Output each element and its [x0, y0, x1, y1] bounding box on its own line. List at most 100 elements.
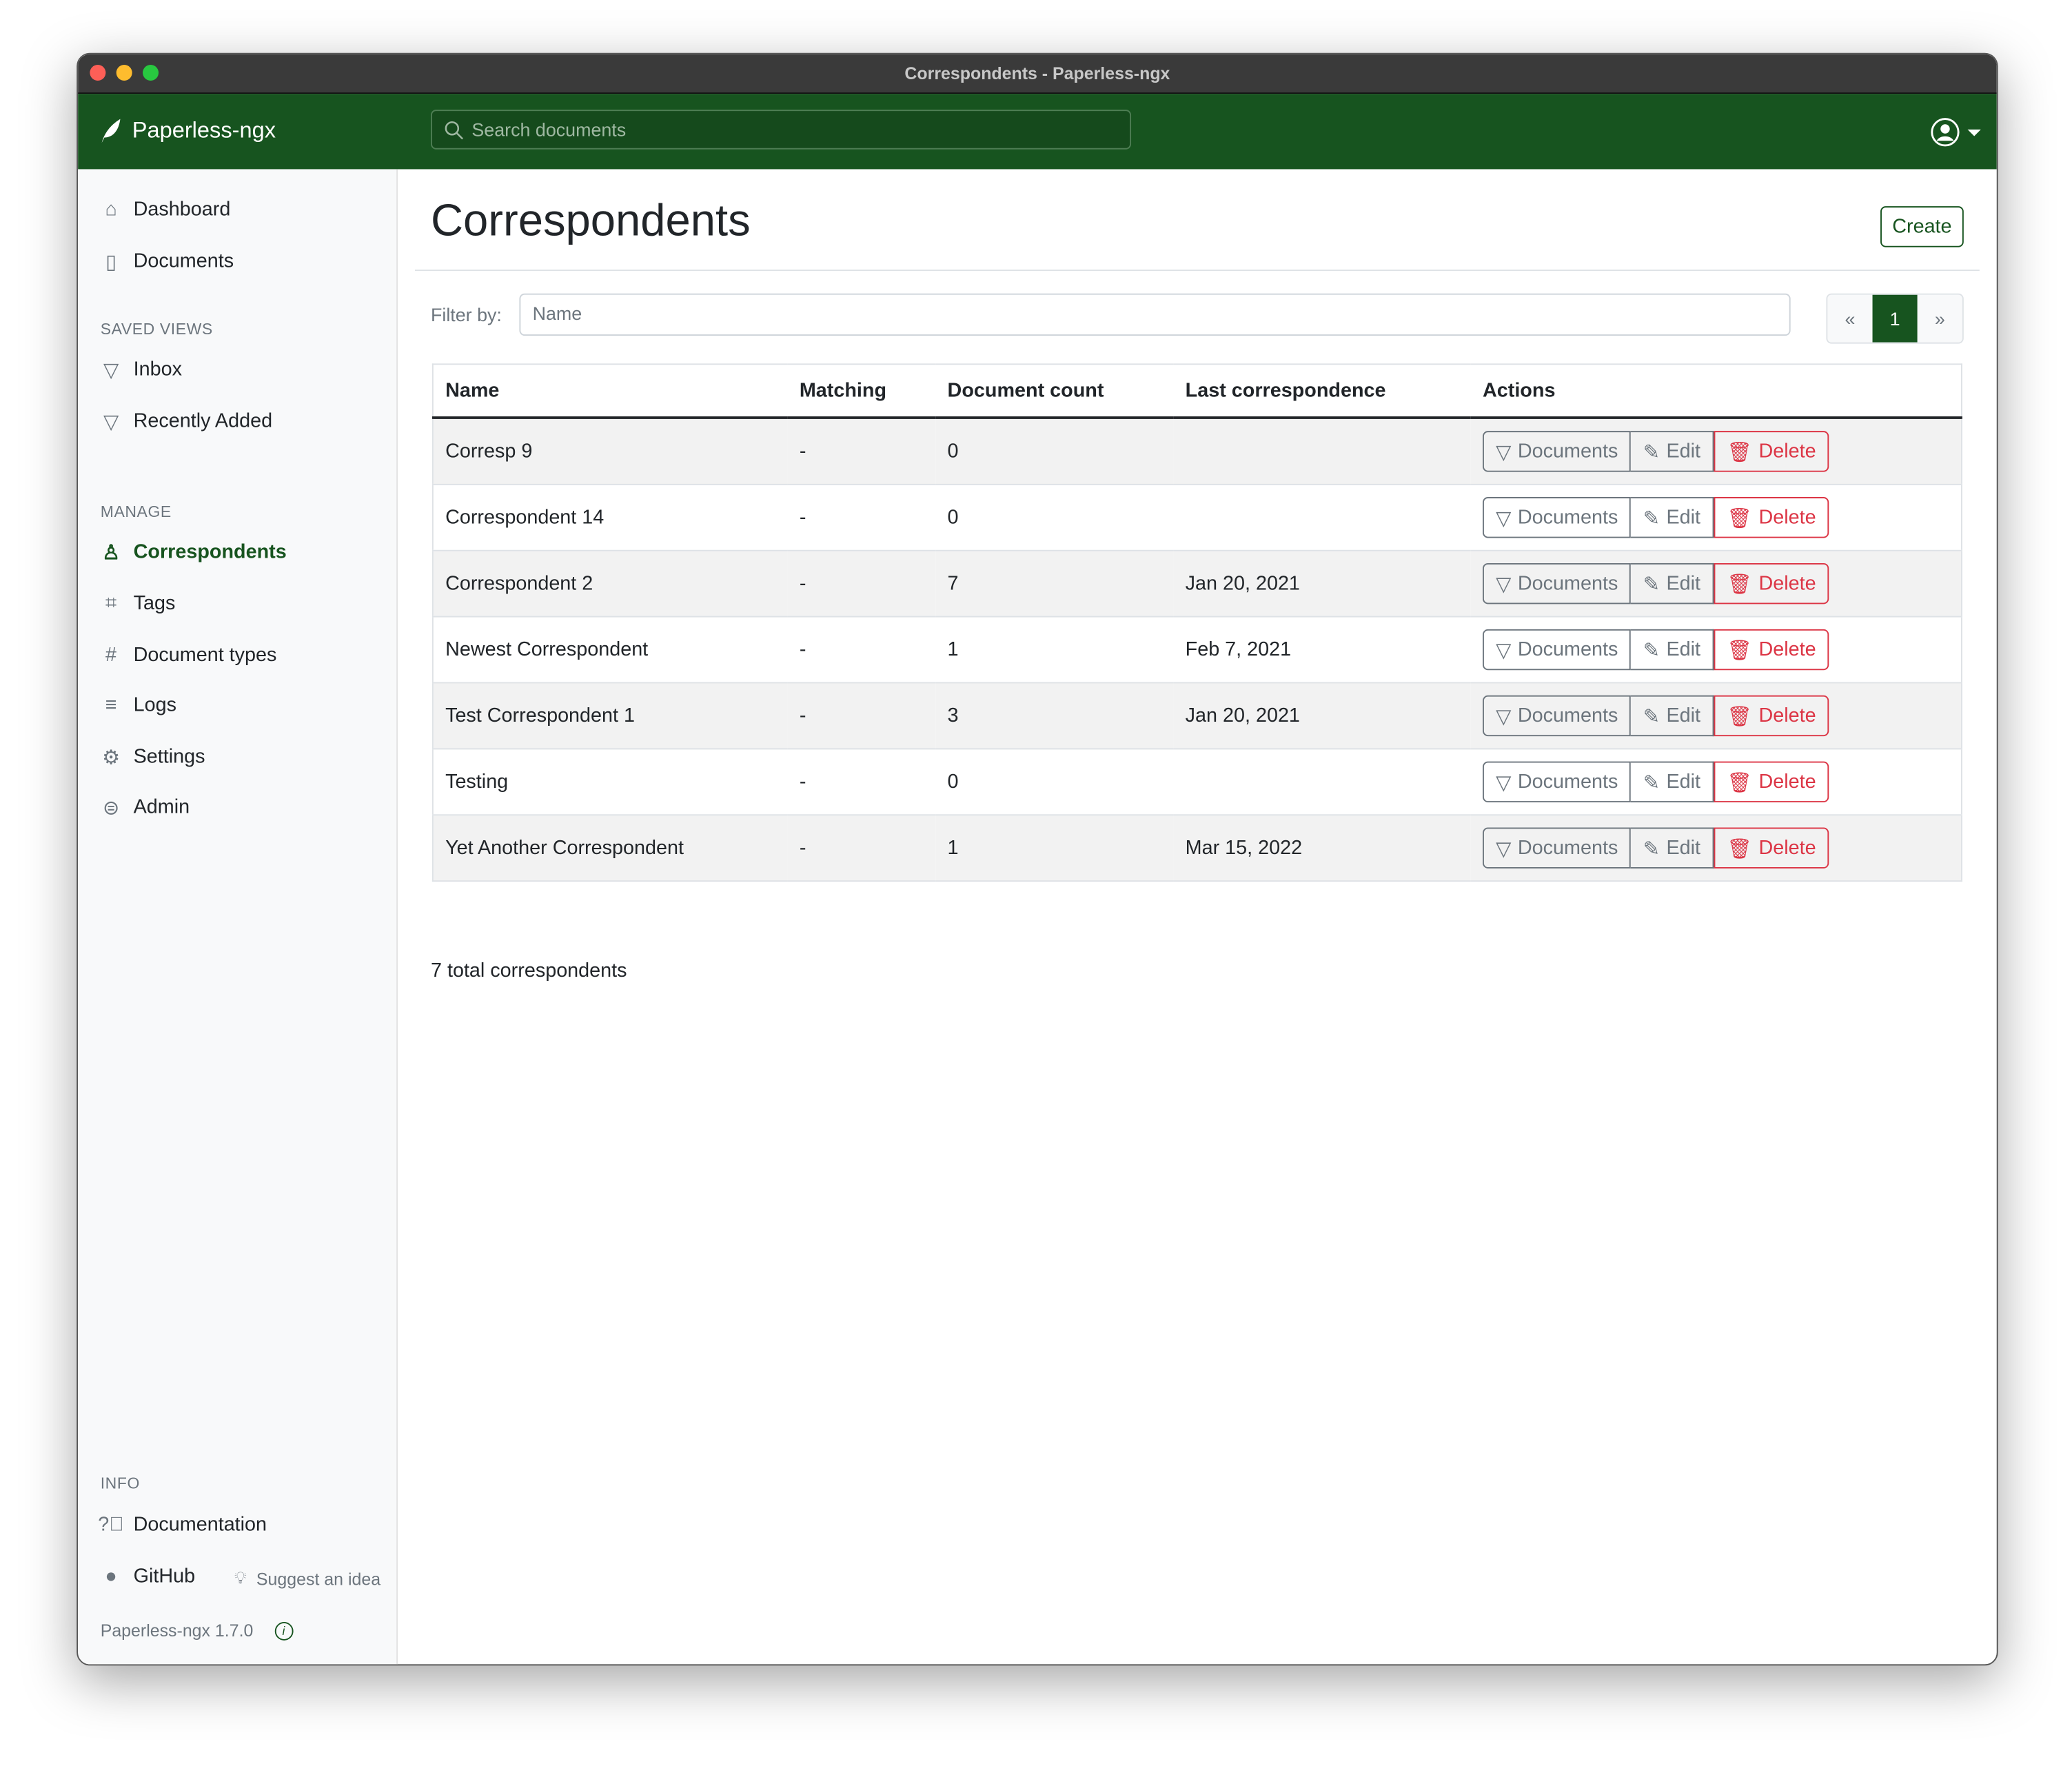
cell-matching: -: [787, 616, 936, 683]
cell-document-count: 0: [935, 417, 1174, 485]
label: Suggest an idea: [256, 1568, 381, 1589]
edit-button[interactable]: ✎ Edit: [1631, 497, 1714, 538]
documents-button[interactable]: ▽ Documents: [1482, 431, 1632, 472]
cell-matching: -: [787, 748, 936, 815]
label: Delete: [1758, 572, 1816, 595]
label: Edit: [1666, 440, 1701, 463]
sidebar-item-settings[interactable]: ⚙ Settings: [101, 746, 205, 769]
action-button-group: ▽ Documents ✎ Edit 🗑︎ Delete: [1482, 761, 1829, 803]
funnel-icon: ▽: [103, 410, 119, 434]
previous-page-button[interactable]: «: [1827, 294, 1873, 343]
suggest-idea-link[interactable]: 💡︎ Suggest an idea: [230, 1567, 380, 1589]
lightbulb-icon: 💡︎: [234, 1567, 247, 1588]
minimize-window-button[interactable]: [116, 64, 132, 81]
filter-label: Filter by:: [430, 304, 502, 325]
edit-button[interactable]: ✎ Edit: [1631, 761, 1714, 803]
documents-button[interactable]: ▽ Documents: [1482, 695, 1632, 737]
create-button[interactable]: Create: [1880, 206, 1964, 247]
label: Documents: [1517, 572, 1618, 595]
tags-icon: ⌗: [105, 592, 117, 615]
label: Dashboard: [133, 198, 231, 221]
text-left-icon: ≡: [105, 693, 117, 717]
column-header-last-correspondence[interactable]: Last correspondence: [1173, 364, 1471, 419]
documents-button[interactable]: ▽ Documents: [1482, 562, 1632, 605]
edit-button[interactable]: ✎ Edit: [1631, 562, 1714, 605]
sidebar-item-documents[interactable]: ▯ Documents: [101, 250, 234, 274]
table-row: Test Correspondent 1 - 3 Jan 20, 2021 ▽ D…: [432, 682, 1962, 749]
edit-button[interactable]: ✎ Edit: [1631, 827, 1714, 869]
label: Documents: [1517, 771, 1618, 793]
documents-button[interactable]: ▽ Documents: [1482, 761, 1632, 803]
delete-button[interactable]: 🗑︎ Delete: [1714, 827, 1829, 869]
documents-button[interactable]: ▽ Documents: [1482, 497, 1632, 538]
delete-button[interactable]: 🗑︎ Delete: [1714, 695, 1829, 737]
page-1-button[interactable]: 1: [1872, 294, 1918, 343]
label: Delete: [1758, 440, 1816, 463]
edit-button[interactable]: ✎ Edit: [1631, 629, 1714, 671]
documents-button[interactable]: ▽ Documents: [1482, 629, 1632, 671]
sidebar-item-inbox[interactable]: ▽ Inbox: [101, 358, 182, 382]
documents-button[interactable]: ▽ Documents: [1482, 827, 1632, 869]
sidebar-item-documentation[interactable]: ?⃝ Documentation: [98, 1514, 267, 1536]
delete-button[interactable]: 🗑︎ Delete: [1714, 629, 1829, 671]
action-button-group: ▽ Documents ✎ Edit 🗑︎ Delete: [1482, 497, 1829, 538]
correspondents-table: Name Matching Document count Last corres…: [431, 363, 1962, 882]
sidebar-item-admin[interactable]: ⊜ Admin: [101, 795, 190, 819]
sidebar-item-correspondents[interactable]: ♙ Correspondents: [101, 540, 287, 564]
delete-button[interactable]: 🗑︎ Delete: [1714, 761, 1829, 803]
saved-views-heading: SAVED VIEWS: [100, 320, 213, 338]
cell-document-count: 1: [935, 814, 1174, 882]
sidebar-item-tags[interactable]: ⌗ Tags: [101, 592, 175, 615]
gear-icon: ⚙: [102, 746, 120, 769]
label: Settings: [133, 745, 205, 769]
label: Delete: [1758, 771, 1816, 793]
funnel-icon: ▽: [1496, 573, 1512, 596]
edit-button[interactable]: ✎ Edit: [1631, 431, 1714, 472]
filter-name-input[interactable]: Name: [519, 293, 1791, 336]
pencil-icon: ✎: [1643, 639, 1660, 662]
label: Edit: [1666, 836, 1701, 860]
delete-button[interactable]: 🗑︎ Delete: [1714, 497, 1829, 538]
sidebar-item-logs[interactable]: ≡ Logs: [101, 694, 176, 717]
label: Logs: [133, 693, 176, 717]
sidebar-item-recently-added[interactable]: ▽ Recently Added: [101, 409, 273, 434]
cell-matching: -: [787, 483, 936, 551]
pencil-icon: ✎: [1643, 705, 1660, 728]
house-icon: ⌂: [105, 198, 117, 221]
cell-last-correspondence: Jan 20, 2021: [1173, 549, 1471, 617]
cell-name: Testing: [432, 748, 788, 815]
sidebar: ⌂ Dashboard ▯ Documents SAVED VIEWS ▽ Inbox…: [78, 169, 398, 1665]
app-window: Correspondents - Paperless-ngx Paperless…: [77, 52, 1998, 1666]
column-header-document-count[interactable]: Document count: [935, 364, 1174, 419]
label: Recently Added: [133, 409, 273, 433]
files-icon: ▯: [105, 250, 116, 274]
user-menu-button[interactable]: [1931, 118, 1981, 147]
zoom-window-button[interactable]: [143, 64, 159, 81]
leaf-logo-icon: [101, 119, 121, 143]
column-header-name[interactable]: Name: [432, 364, 788, 419]
search-input[interactable]: Search documents: [430, 110, 1132, 150]
next-page-button[interactable]: »: [1917, 294, 1962, 343]
table-row: Correspondent 2 - 7 Jan 20, 2021 ▽ Docume…: [432, 549, 1962, 617]
cell-matching: -: [787, 417, 936, 485]
sidebar-item-document-types[interactable]: # Document types: [101, 644, 276, 667]
person-icon: ♙: [102, 541, 120, 564]
info-circle-icon[interactable]: i: [274, 1621, 293, 1640]
edit-button[interactable]: ✎ Edit: [1631, 695, 1714, 737]
label: Documents: [1517, 440, 1618, 463]
column-header-matching: Matching: [787, 364, 936, 419]
cell-name: Test Correspondent 1: [432, 682, 788, 749]
cell-matching: -: [787, 682, 936, 749]
pencil-icon: ✎: [1643, 507, 1660, 530]
delete-button[interactable]: 🗑︎ Delete: [1714, 431, 1829, 472]
sidebar-item-github[interactable]: ● GitHub: [101, 1565, 195, 1588]
cell-actions: ▽ Documents ✎ Edit 🗑︎ Delete: [1470, 417, 1962, 485]
trash-icon: 🗑︎: [1727, 573, 1752, 596]
delete-button[interactable]: 🗑︎ Delete: [1714, 562, 1829, 605]
close-window-button[interactable]: [90, 64, 106, 81]
brand-link[interactable]: Paperless-ngx: [99, 118, 276, 144]
cell-last-correspondence: [1173, 748, 1471, 815]
page-title: Correspondents: [430, 195, 751, 246]
sidebar-item-dashboard[interactable]: ⌂ Dashboard: [101, 198, 231, 221]
pencil-icon: ✎: [1643, 771, 1660, 794]
